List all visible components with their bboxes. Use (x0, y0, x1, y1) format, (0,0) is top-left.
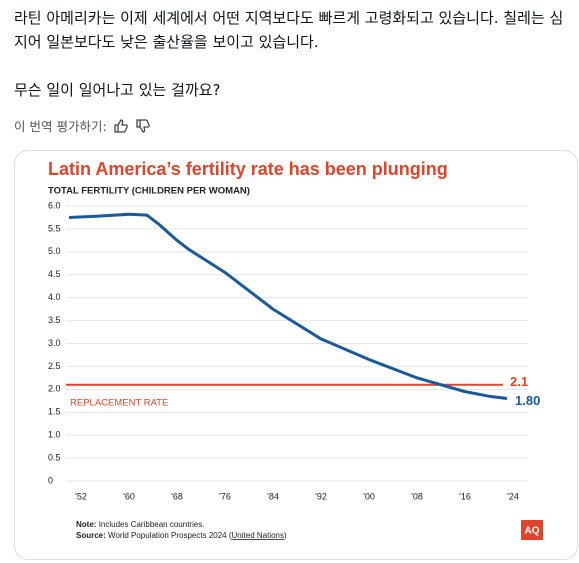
note: Note: Includes Caribbean countries. (76, 520, 205, 529)
reference-label: REPLACEMENT RATE (70, 397, 168, 408)
x-tick-label: '84 (267, 491, 279, 501)
source-label: Source: (76, 531, 106, 540)
line (68, 212, 508, 400)
x-tick-label: '08 (411, 491, 423, 501)
translate-label: 이 번역 평가하기: (14, 119, 107, 134)
logo-box (521, 520, 543, 540)
y-tick-label: 6.0 (48, 200, 61, 210)
source-text: World Population Prospects 2024 ( (108, 531, 232, 540)
y-tick-label: 1.0 (48, 430, 61, 440)
x-tick-label: '92 (315, 491, 327, 501)
y-tick-label: 2.5 (48, 361, 61, 371)
thumbs-down[interactable] (135, 118, 151, 134)
note-text: Includes Caribbean countries. (99, 520, 205, 529)
source: Source: World Population Prospects 2024 … (76, 531, 287, 540)
translate-row: 이 번역 평가하기: (14, 116, 151, 135)
reference-value: 2.1 (510, 374, 528, 389)
x-tick-label: '76 (219, 491, 231, 501)
logo: AQ (525, 526, 540, 537)
y-tick-label: 0.5 (48, 452, 61, 462)
y-tick-label: 1.5 (48, 407, 61, 417)
x-tick-label: '60 (123, 491, 135, 501)
source-end: ) (284, 531, 287, 540)
post-text: 라틴 아메리카는 이제 세계에서 어떤 지역보다도 빠르게 고령화되고 있습니다… (14, 9, 564, 51)
y-tick-label: 5.0 (48, 246, 61, 256)
x-tick-label: '52 (75, 491, 87, 501)
y-tick-label: 4.0 (48, 292, 61, 302)
note-label: Note: (76, 520, 96, 529)
y-tick-label: 2.0 (48, 384, 61, 394)
x-tick-label: '00 (363, 491, 375, 501)
chart-subtitle: TOTAL FERTILITY (CHILDREN PER WOMAN) (48, 186, 250, 197)
y-tick-label: 3.5 (48, 315, 61, 325)
x-tick-label: '68 (171, 491, 183, 501)
y-tick-label: 3.0 (48, 338, 61, 348)
chart: Latin America’s fertility rate has been … (48, 159, 543, 540)
chart-title: Latin America’s fertility rate has been … (48, 159, 448, 179)
x-tick-label: '16 (459, 491, 471, 501)
y-tick-label: 5.5 (48, 223, 61, 233)
chart-card[interactable] (14, 150, 578, 560)
thumbs-up[interactable] (113, 118, 129, 134)
y-tick-label: 0 (48, 475, 53, 485)
value-label: 1.80 (515, 393, 540, 408)
x-tick-label: '24 (507, 491, 519, 501)
y-tick-label: 4.5 (48, 269, 61, 279)
post-text: 무슨 일이 일어나고 있는 걸까요? (14, 81, 221, 99)
source-link[interactable]: United Nations (232, 531, 284, 540)
